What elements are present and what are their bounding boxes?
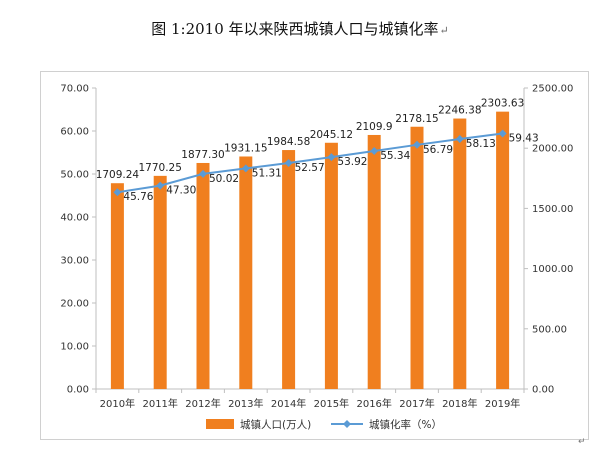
line-point bbox=[284, 158, 293, 167]
bar-data-label: 1984.58 bbox=[267, 136, 310, 148]
chart-frame: 0.00 10.00 20.00 30.00 40.00 50.00 60.00 70.00 0… bbox=[40, 71, 589, 440]
line-point bbox=[327, 153, 336, 162]
x-axis-tick-label: 2016年 bbox=[356, 397, 391, 410]
line-point bbox=[455, 135, 464, 144]
line-data-label: 53.92 bbox=[337, 156, 367, 168]
bar bbox=[153, 175, 167, 389]
line-data-label: 50.02 bbox=[209, 173, 239, 185]
line-point bbox=[241, 164, 250, 173]
left-axis-tick-label: 30.00 bbox=[60, 256, 89, 267]
line-point bbox=[498, 129, 507, 138]
bar bbox=[496, 111, 510, 389]
trailing-paragraph-mark: ↵ bbox=[578, 437, 586, 447]
line-data-label: 47.30 bbox=[166, 185, 196, 197]
x-axis-tick-label: 2010年 bbox=[100, 397, 135, 410]
page-title: 图 1:2010 年以来陕西城镇人口与城镇化率↵ bbox=[0, 18, 600, 39]
left-axis-tick-label: 40.00 bbox=[60, 213, 89, 224]
x-axis-tick-label: 2014年 bbox=[271, 397, 306, 410]
bar-data-label: 2246.38 bbox=[438, 105, 481, 117]
right-axis-tick-label: 2000.00 bbox=[532, 144, 573, 155]
line-point bbox=[113, 188, 122, 197]
left-axis-tick-label: 20.00 bbox=[60, 299, 89, 310]
line-data-label: 55.34 bbox=[380, 150, 410, 162]
bar bbox=[110, 183, 124, 389]
x-axis-tick-label: 2011年 bbox=[142, 397, 177, 410]
x-axis-tick-label: 2018年 bbox=[442, 397, 477, 410]
right-axis-tick-label: 1500.00 bbox=[532, 204, 573, 215]
bar bbox=[282, 150, 296, 389]
bar bbox=[239, 156, 253, 389]
x-axis-tick-label: 2019年 bbox=[485, 397, 520, 410]
bar bbox=[367, 134, 381, 389]
left-axis-tick-label: 70.00 bbox=[60, 84, 89, 95]
left-axis-tick-label: 10.00 bbox=[60, 342, 89, 353]
line-data-label: 45.76 bbox=[123, 191, 153, 203]
line-data-label: 59.43 bbox=[509, 132, 539, 144]
right-axis-tick-label: 0.00 bbox=[532, 385, 554, 396]
left-axis-tick-label: 0.00 bbox=[67, 385, 89, 396]
series-line bbox=[117, 132, 503, 194]
bar-data-label: 1877.30 bbox=[181, 149, 224, 161]
title-text: 图 1:2010 年以来陕西城镇人口与城镇化率 bbox=[151, 20, 439, 38]
bar bbox=[324, 142, 338, 389]
line-data-label: 56.79 bbox=[423, 144, 453, 156]
x-axis-tick-label: 2015年 bbox=[314, 397, 349, 410]
right-axis-tick-label: 2500.00 bbox=[532, 84, 573, 95]
bar-data-label: 1770.25 bbox=[138, 162, 181, 174]
line-data-label: 51.31 bbox=[252, 167, 282, 179]
x-axis-tick-label: 2013年 bbox=[228, 397, 263, 410]
right-axis-tick-label: 1000.00 bbox=[532, 264, 573, 275]
x-axis-tick-label: 2017年 bbox=[399, 397, 434, 410]
line-point bbox=[156, 181, 165, 190]
line-point bbox=[199, 169, 207, 178]
legend-line-marker bbox=[343, 420, 351, 428]
line-point bbox=[413, 140, 421, 149]
bar bbox=[196, 162, 210, 389]
paragraph-mark: ↵ bbox=[439, 24, 449, 37]
bar-data-label: 2045.12 bbox=[310, 129, 353, 141]
line-data-label: 58.13 bbox=[466, 138, 496, 150]
bar-data-label: 2109.9 bbox=[356, 121, 393, 133]
left-axis-tick-label: 60.00 bbox=[60, 127, 89, 138]
x-axis-tick-label: 2012年 bbox=[185, 397, 220, 410]
left-axis-tick-label: 50.00 bbox=[60, 170, 89, 181]
bar-data-label: 1931.15 bbox=[224, 142, 267, 154]
bar-data-label: 2178.15 bbox=[395, 113, 438, 125]
bar bbox=[453, 118, 467, 390]
chart: 0.00 10.00 20.00 30.00 40.00 50.00 60.00 70.00 0… bbox=[60, 84, 573, 432]
right-axis-tick-label: 500.00 bbox=[532, 324, 567, 335]
bar-data-label: 2303.63 bbox=[481, 98, 524, 110]
bar-data-label: 1709.24 bbox=[96, 169, 140, 181]
legend-line-label: 城镇化率（%） bbox=[369, 418, 442, 431]
line-data-label: 52.57 bbox=[295, 162, 325, 174]
bar bbox=[410, 126, 424, 390]
legend-bar-swatch bbox=[206, 419, 234, 429]
legend-bar-label: 城镇人口(万人) bbox=[240, 418, 311, 431]
line-point bbox=[370, 147, 379, 156]
